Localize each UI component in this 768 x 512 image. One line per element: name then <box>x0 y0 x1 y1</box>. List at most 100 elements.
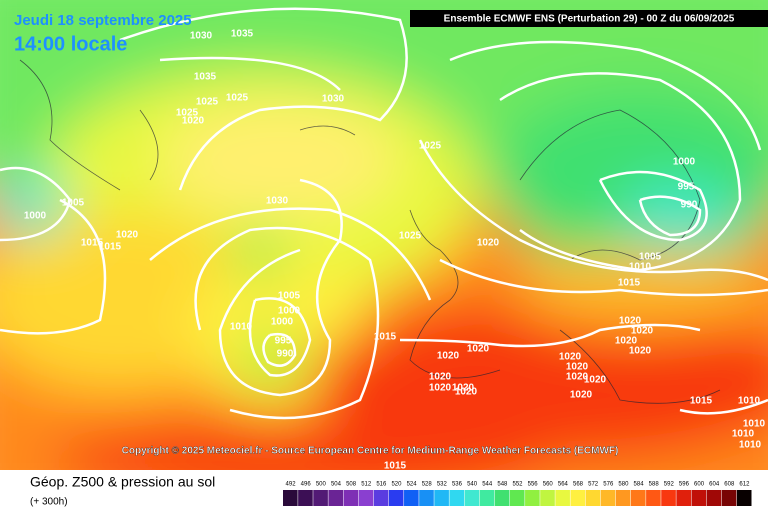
isobar-label: 1020 <box>116 230 139 241</box>
legend-label: 552 <box>512 482 523 488</box>
isobar-label: 1035 <box>194 72 217 83</box>
isobar-label: 1015 <box>99 242 122 253</box>
legend-swatch <box>419 490 434 506</box>
legend-swatch <box>328 490 344 506</box>
isobar-label: 1025 <box>399 231 422 242</box>
legend-label: 576 <box>603 482 614 488</box>
isobar-label: 1020 <box>570 390 593 401</box>
copyright: Copyright © 2025 Meteociel.fr - Source E… <box>122 446 619 457</box>
isobar-label: 1020 <box>584 375 607 386</box>
legend-label: 540 <box>467 482 478 488</box>
legend-swatch <box>509 490 525 506</box>
isobar-label: 1020 <box>182 116 205 127</box>
legend-swatch <box>434 490 449 506</box>
legend-label: 532 <box>437 482 448 488</box>
legend-label: 580 <box>618 482 629 488</box>
legend-swatch <box>706 490 722 506</box>
legend-swatch <box>570 490 586 506</box>
legend-swatch <box>630 490 646 506</box>
isobar-label: 1005 <box>278 291 301 302</box>
isobar-label: 990 <box>681 200 698 211</box>
isobar-label: 1010 <box>739 440 762 451</box>
legend: 492 496 500 504 508 512 516 520 524 528 532 536 540 5… <box>283 482 752 506</box>
legend-swatch <box>449 490 465 506</box>
legend-label: 608 <box>724 482 735 488</box>
legend-label: 496 <box>301 482 312 488</box>
isobar-label: 1015 <box>374 332 397 343</box>
lead-time: (+ 300h) <box>30 497 68 508</box>
isobar-label: 1020 <box>429 372 452 383</box>
legend-swatch <box>540 490 555 506</box>
legend-swatch <box>373 490 389 506</box>
legend-label: 556 <box>528 482 539 488</box>
isobar-label: 1030 <box>190 31 213 42</box>
legend-label: 520 <box>391 482 402 488</box>
legend-swatch <box>585 490 601 506</box>
isobar-label: 1010 <box>230 322 253 333</box>
legend-swatch <box>464 490 480 506</box>
legend-swatch <box>661 490 676 506</box>
legend-label: 560 <box>543 482 554 488</box>
legend-swatch <box>615 490 631 506</box>
isobar-label: 1030 <box>266 196 289 207</box>
legend-label: 564 <box>558 482 569 488</box>
isobar-label: 990 <box>277 349 294 360</box>
legend-swatch <box>358 490 374 506</box>
legend-swatch <box>736 490 752 506</box>
isobar-label: 1020 <box>629 346 652 357</box>
isobar-label: 1010 <box>738 396 761 407</box>
isobar-label: 1020 <box>619 316 642 327</box>
footer: Géop. Z500 & pression au sol (+ 300h) 49… <box>30 474 752 508</box>
isobar-label: 1010 <box>743 419 766 430</box>
legend-swatch <box>646 490 661 506</box>
isobar-label: 1000 <box>271 317 294 328</box>
legend-swatch <box>298 490 313 506</box>
isobar-label: 1020 <box>429 383 452 394</box>
legend-label: 516 <box>376 482 387 488</box>
isobar-label: 1015 <box>618 278 641 289</box>
legend-swatch <box>721 490 737 506</box>
legend-swatch <box>494 490 510 506</box>
legend-label: 584 <box>634 482 645 488</box>
legend-label: 500 <box>316 482 327 488</box>
legend-label: 612 <box>739 482 750 488</box>
legend-label: 492 <box>286 482 297 488</box>
isobar-label: 1010 <box>629 262 652 273</box>
legend-swatch <box>404 490 419 506</box>
legend-swatch <box>676 490 691 506</box>
isobar-label: 1025 <box>419 141 442 152</box>
legend-swatch <box>555 490 570 506</box>
isobar-label: 1025 <box>226 93 249 104</box>
legend-swatch <box>343 490 359 506</box>
date: Jeudi 18 septembre 2025 <box>14 12 192 29</box>
isobar-label: 1035 <box>231 29 254 40</box>
isobar-label: 995 <box>275 336 292 347</box>
isobar-label: 1005 <box>639 252 662 263</box>
isobar-label: 1020 <box>477 238 500 249</box>
isobar-label: 1020 <box>452 383 475 394</box>
isobar-label: 1020 <box>566 372 589 383</box>
isobar-label: 1030 <box>322 94 345 105</box>
isobar-label: 995 <box>678 182 695 193</box>
legend-label: 536 <box>452 482 463 488</box>
legend-label: 528 <box>422 482 433 488</box>
run-info: Ensemble ECMWF ENS (Perturbation 29) - 0… <box>444 14 735 25</box>
isobar-label: 1020 <box>455 387 478 398</box>
isobar-label: 1020 <box>437 351 460 362</box>
isobar-label: 1010 <box>732 429 755 440</box>
legend-swatch <box>388 490 404 506</box>
legend-label: 596 <box>679 482 690 488</box>
legend-label: 544 <box>482 482 493 488</box>
legend-swatch <box>525 490 540 506</box>
product-title: Géop. Z500 & pression au sol <box>30 474 215 490</box>
legend-swatch <box>479 490 495 506</box>
legend-label: 600 <box>694 482 705 488</box>
isobar-label: 1000 <box>673 157 696 168</box>
isobar-label: 1020 <box>615 336 638 347</box>
isobar-label: 1015 <box>384 461 407 470</box>
legend-label: 604 <box>709 482 720 488</box>
isobar-label: 1000 <box>278 306 301 317</box>
isobar-label: 1020 <box>631 326 654 337</box>
